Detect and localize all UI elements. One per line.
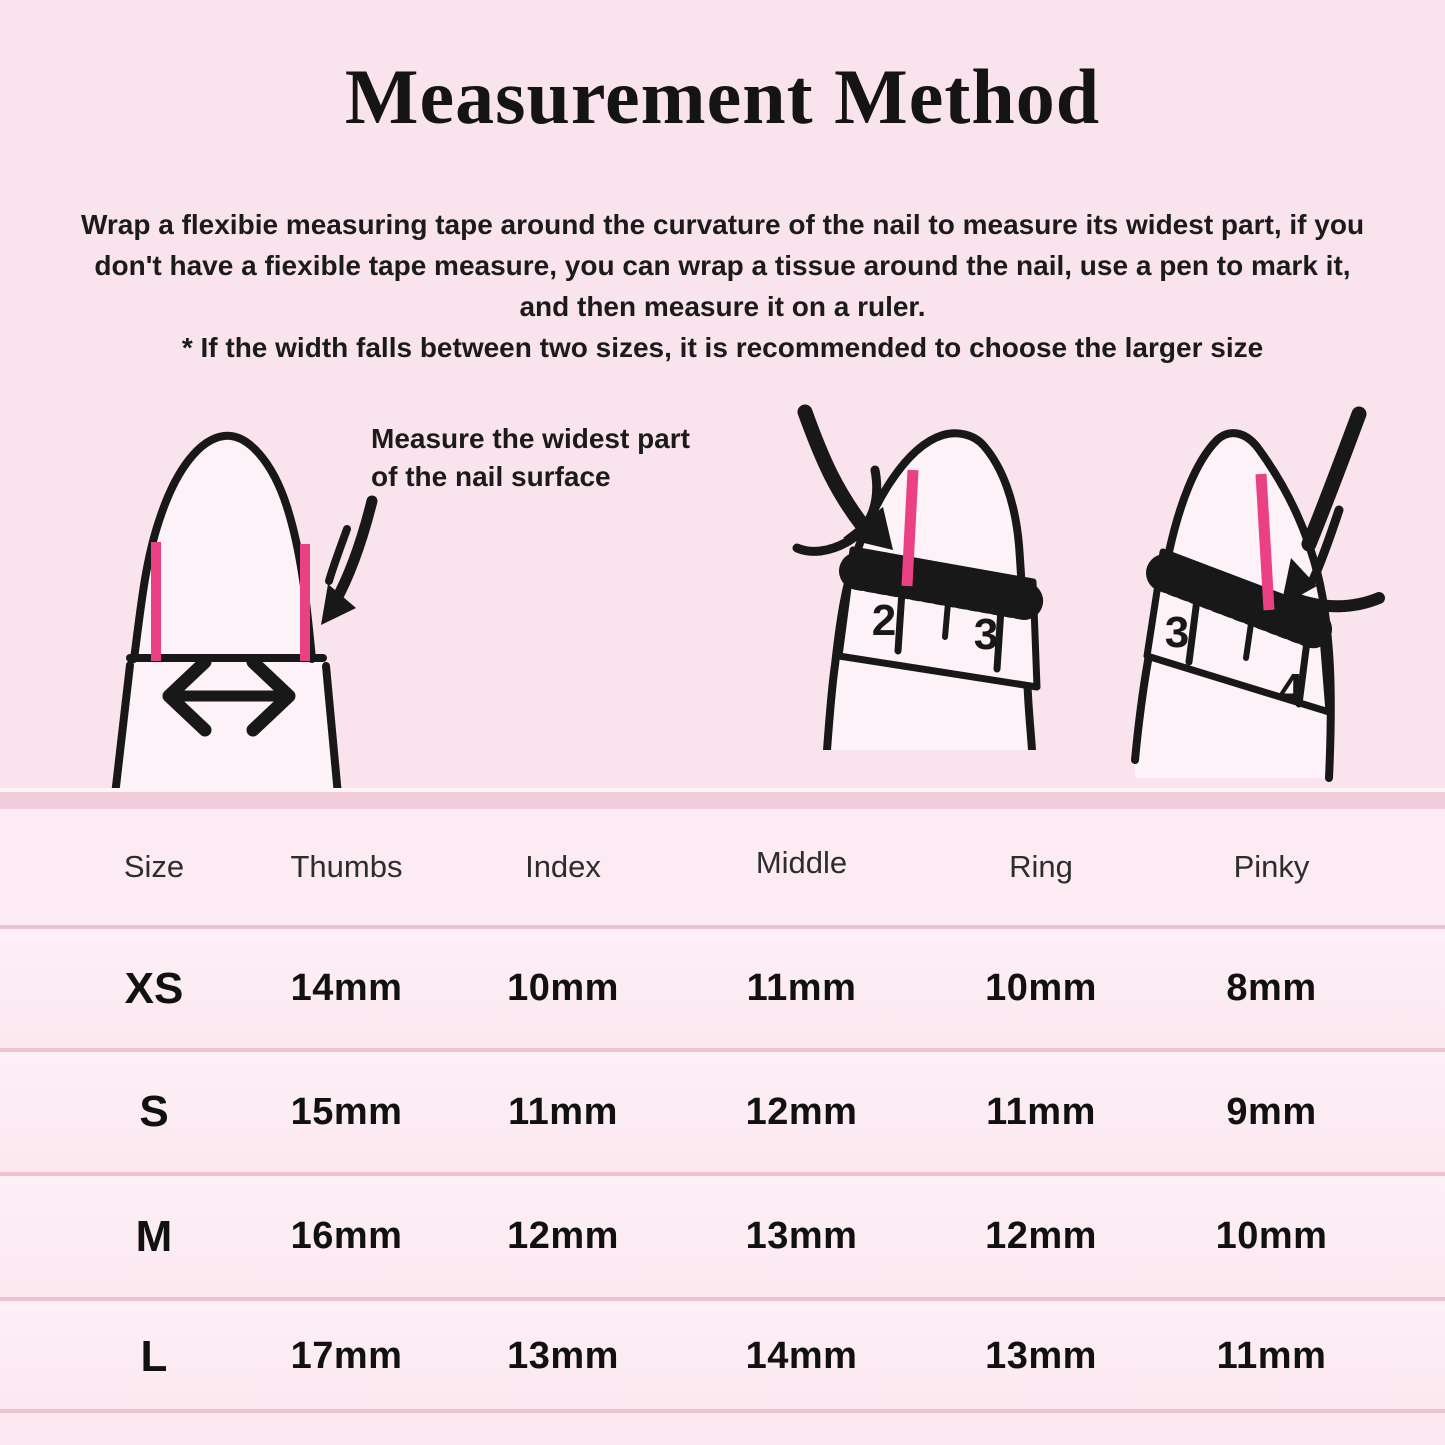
- middle-cell: 11mm: [746, 967, 857, 1009]
- finger-body-shape: [115, 657, 338, 795]
- intro-text: Wrap a flexibie measuring tape around th…: [0, 204, 1445, 368]
- thumbs-cell: 17mm: [290, 1335, 403, 1377]
- header-cell-pinky: Pinky: [1233, 849, 1310, 884]
- nail-front-diagram: [111, 431, 378, 795]
- ruler-number: 3: [974, 610, 998, 659]
- ring-cell: 13mm: [985, 1335, 1097, 1377]
- index-cell: 10mm: [507, 967, 619, 1009]
- intro-line-2: don't have a fiexible tape measure, you …: [94, 250, 1351, 281]
- bottom-margin: [0, 1413, 1445, 1445]
- thumbs-cell: 16mm: [290, 1215, 403, 1257]
- intro-line-4: * If the width falls between two sizes, …: [181, 332, 1264, 363]
- curved-arrow-icon: [1281, 406, 1385, 613]
- finger-right-edge: [322, 662, 342, 795]
- intro-line-3: and then measure it on a ruler.: [519, 291, 926, 322]
- nail-outline: [130, 431, 316, 663]
- table-row-s: S 15mm 11mm 12mm 11mm 9mm: [0, 1048, 1445, 1172]
- separator-hairline: [0, 788, 1445, 792]
- middle-cell: 14mm: [745, 1335, 858, 1377]
- tape-half-tick: [1243, 586, 1259, 661]
- width-arrow-icon: [162, 655, 296, 737]
- thumbs-cell: 15mm: [290, 1090, 403, 1133]
- finger-left-edge: [111, 661, 134, 795]
- finger-ruler-diagram-right: 3 4: [1131, 406, 1385, 782]
- size-cell: L: [140, 1331, 168, 1381]
- table-row-l: L 17mm 13mm 14mm 13mm 11mm: [0, 1297, 1445, 1412]
- thumbs-cell: 14mm: [290, 967, 403, 1009]
- ring-cell: 11mm: [986, 1090, 1096, 1133]
- tape-half-tick: [942, 566, 954, 640]
- measuring-tape: 3 4: [1143, 548, 1334, 716]
- size-cell: S: [139, 1087, 169, 1136]
- curved-arrow-icon: [321, 495, 378, 625]
- header-cell-thumbs: Thumbs: [290, 849, 403, 884]
- pinky-cell: 9mm: [1226, 1090, 1317, 1133]
- header-cell-size: Size: [123, 849, 185, 884]
- page-title: Measurement Method: [344, 53, 1101, 140]
- size-table: Size Thumbs Index Middle Ring Pinky XS 1…: [0, 809, 1445, 1445]
- measuring-tape: 2 3: [835, 546, 1049, 691]
- size-cell: XS: [124, 963, 184, 1013]
- index-cell: 12mm: [507, 1215, 619, 1257]
- pinky-cell: 10mm: [1215, 1215, 1328, 1257]
- tape-tick-marks: [1146, 554, 1334, 649]
- ruler-number: 4: [1279, 665, 1304, 714]
- intro-line-1: Wrap a flexibie measuring tape around th…: [80, 209, 1365, 240]
- measure-caption: Measure the widest part of the nail surf…: [371, 420, 690, 496]
- table-row-xs: XS 14mm 10mm 11mm 10mm 8mm: [0, 925, 1445, 1048]
- bottom-divider: [0, 1409, 1445, 1413]
- curved-arrow-icon: [792, 404, 893, 556]
- header-cell-middle: Middle: [755, 845, 848, 880]
- size-cell: M: [135, 1211, 173, 1261]
- tape-major-tick-3: [993, 575, 1007, 673]
- header-cell-index: Index: [525, 849, 601, 884]
- ring-cell: 10mm: [985, 967, 1097, 1009]
- measure-caption-line-2: of the nail surface: [371, 461, 611, 492]
- header-cell-ring: Ring: [1009, 849, 1073, 884]
- nail-marker-line: [1255, 473, 1275, 611]
- measure-caption-line-1: Measure the widest part: [371, 423, 690, 454]
- pinky-cell: 11mm: [1216, 1335, 1327, 1377]
- nail-shape: [134, 435, 312, 659]
- middle-cell: 13mm: [745, 1215, 858, 1257]
- ruler-number: 2: [872, 596, 896, 645]
- pinky-cell: 8mm: [1226, 967, 1317, 1009]
- separator-band: [0, 792, 1445, 809]
- table-header-row: Size Thumbs Index Middle Ring Pinky: [0, 809, 1445, 925]
- ring-cell: 12mm: [985, 1215, 1097, 1257]
- index-cell: 13mm: [507, 1335, 619, 1377]
- middle-cell: 12mm: [745, 1090, 858, 1133]
- table-row-m: M 16mm 12mm 13mm 12mm 10mm: [0, 1172, 1445, 1297]
- finger-ruler-diagram-left: 2 3: [792, 404, 1049, 750]
- nail-marker-line: [901, 469, 919, 587]
- tape-major-tick-4: [1295, 606, 1315, 708]
- ruler-number: 3: [1165, 608, 1189, 657]
- tape-major-tick-3: [1185, 564, 1205, 666]
- index-cell: 11mm: [508, 1090, 618, 1133]
